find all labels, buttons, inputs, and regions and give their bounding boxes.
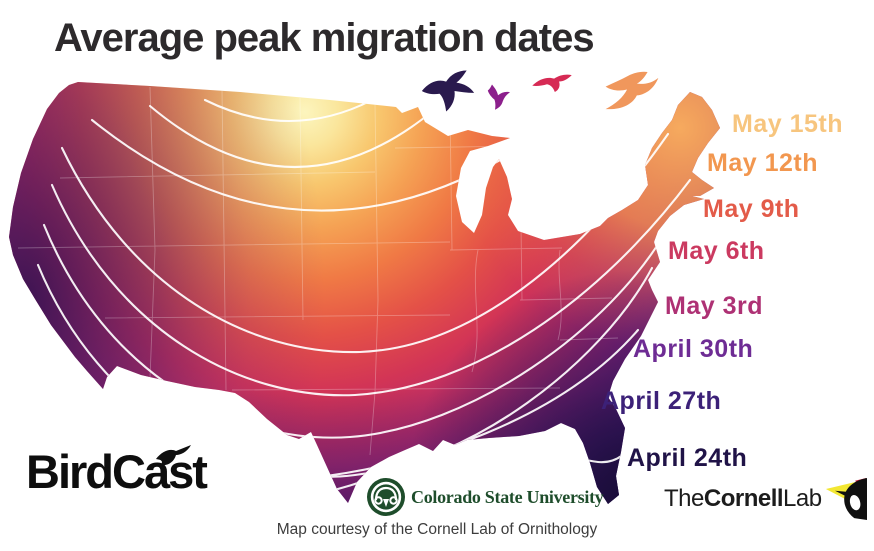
csu-logo: Colorado State University: [366, 477, 604, 517]
gliding-bird-icon: [532, 74, 572, 93]
us-map: [9, 82, 720, 504]
date-label-april-24th: April 24th: [627, 444, 748, 472]
swooping-bird-icon: [487, 84, 510, 110]
date-label-may-6th: May 6th: [668, 237, 765, 265]
cornell-sapsucker-icon: [825, 478, 867, 520]
birdcast-logo: BirdCast: [26, 445, 208, 498]
date-label-may-9th: May 9th: [703, 195, 800, 223]
csu-wordmark: Colorado State University: [411, 486, 604, 507]
cornell-wordmark: TheCornellLab: [664, 485, 822, 513]
goose-icon: [605, 71, 659, 110]
birdcast-bird-icon: [156, 445, 191, 466]
cornell-lab-logo: TheCornellLab: [664, 478, 868, 520]
map-caption: Map courtesy of the Cornell Lab of Ornit…: [276, 521, 598, 538]
csu-ram-icon: [367, 478, 405, 516]
birdcast-wordmark: BirdCast: [26, 445, 208, 498]
page-title: Average peak migration dates: [54, 16, 595, 60]
date-label-may-12th: May 12th: [707, 149, 818, 177]
flying-songbird-icon: [421, 70, 475, 112]
cornell-word-lab: Lab: [783, 485, 822, 512]
date-label-april-27th: April 27th: [601, 387, 722, 415]
cornell-word-the: The: [664, 485, 704, 512]
cornell-word-cornell: Cornell: [703, 485, 784, 512]
date-label-may-15th: May 15th: [732, 110, 843, 138]
date-label-may-3rd: May 3rd: [665, 292, 763, 320]
date-label-april-30th: April 30th: [633, 335, 754, 363]
